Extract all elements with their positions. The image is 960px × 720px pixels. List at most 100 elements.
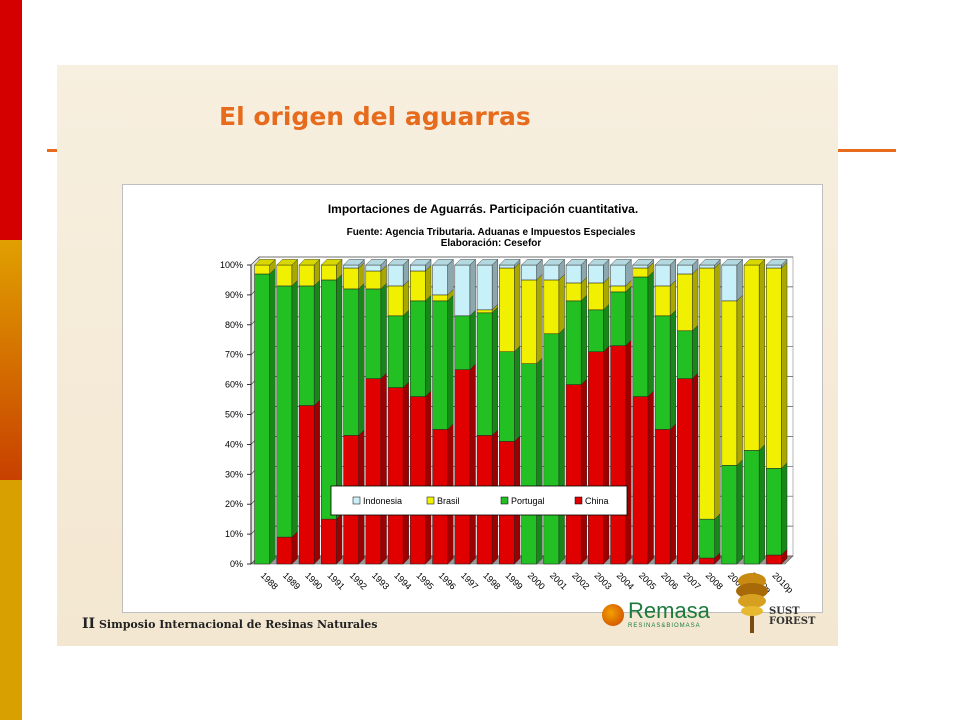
legend-swatch-brasil <box>426 496 435 505</box>
bar-portugal <box>254 273 270 565</box>
bar-top-cap <box>699 259 721 266</box>
bar-portugal <box>298 285 315 406</box>
bar-portugal <box>588 309 604 352</box>
bar-side-portugal <box>692 324 699 380</box>
bar-side-portugal <box>514 345 521 442</box>
bar-indonesia <box>343 264 359 269</box>
bar-indonesia <box>699 264 715 269</box>
bar-portugal <box>365 288 382 379</box>
y-tick-label: 30% <box>225 469 243 479</box>
bar-side-brasil <box>558 273 565 335</box>
bar-brasil <box>365 270 382 290</box>
legend-label-indonesia: Indonesia <box>363 496 402 506</box>
bar-portugal <box>387 315 404 388</box>
bar-side-brasil <box>402 279 409 317</box>
bar-top-cap <box>343 259 365 266</box>
bar-top-cap <box>365 259 388 266</box>
x-tick-label: 2000 <box>526 570 547 591</box>
x-tick-label: 2001 <box>548 570 569 591</box>
bar-brasil <box>565 282 582 302</box>
bar-top-cap <box>454 259 477 266</box>
bar-indonesia <box>387 264 404 287</box>
bar-top-cap <box>743 259 766 266</box>
bar-side-portugal <box>425 294 432 398</box>
bar-side-portugal <box>714 513 721 559</box>
bar-side-portugal <box>736 459 743 565</box>
sust-line2: FOREST <box>769 616 816 627</box>
chart-frame: Importaciones de Aguarrás. Participación… <box>122 184 823 613</box>
bar-side-brasil <box>425 264 432 302</box>
bar-portugal <box>654 315 671 430</box>
x-tick-label: 2004 <box>615 570 636 591</box>
bar-side-portugal <box>647 270 654 398</box>
x-tick-label: 1992 <box>348 570 369 591</box>
bar-portugal <box>721 465 738 565</box>
bar-side-brasil <box>514 261 521 353</box>
bar-side-china <box>625 339 632 565</box>
bar-side-china <box>469 363 476 565</box>
bar-top-cap <box>610 259 632 266</box>
x-tick-label: 2008 <box>704 570 725 591</box>
bar-side-portugal <box>380 282 387 380</box>
bar-portugal <box>276 285 293 538</box>
bar-side-indonesia <box>447 258 454 296</box>
legend-swatch-indonesia <box>352 496 361 505</box>
x-tick-label: 1993 <box>370 570 391 591</box>
chart-subtitle-line1: Fuente: Agencia Tributaria. Aduanas e Im… <box>347 227 636 238</box>
bar-side-brasil <box>692 267 699 332</box>
remasa-logo: Remasa RESINAS&BIOMASA <box>600 598 710 634</box>
bar-portugal <box>543 333 560 565</box>
bar-portugal <box>565 300 582 385</box>
bar-indonesia <box>476 264 493 311</box>
y-tick-label: 10% <box>225 529 243 539</box>
bar-brasil <box>721 300 738 466</box>
bar-side-brasil <box>536 273 543 365</box>
bar-brasil <box>743 264 760 451</box>
chart-subtitle-line2: Elaboración: Cesefor <box>441 238 542 249</box>
bar-side-china <box>313 399 320 565</box>
bar-brasil <box>766 267 782 469</box>
y-tick-label: 90% <box>225 290 243 300</box>
bar-china <box>387 387 404 565</box>
bar-china <box>565 384 582 565</box>
bar-brasil <box>588 282 604 311</box>
bar-side-brasil <box>736 294 743 466</box>
legend-label-portugal: Portugal <box>511 496 545 506</box>
bar-portugal <box>432 300 448 430</box>
bar-indonesia <box>766 264 782 269</box>
footer-text: Simposio Internacional de Resinas Natura… <box>98 618 378 631</box>
bar-portugal <box>410 300 426 397</box>
bar-top-cap <box>276 259 299 266</box>
sustforest-text: SUST FOREST <box>769 607 815 627</box>
bar-china <box>454 369 471 565</box>
bar-indonesia <box>632 264 649 269</box>
x-tick-label: 1990 <box>303 570 324 591</box>
bar-brasil <box>632 267 649 278</box>
title-rule-right <box>838 149 896 152</box>
bar-portugal <box>321 279 337 520</box>
bar-side-china <box>669 423 676 565</box>
bar-indonesia <box>610 264 626 287</box>
x-tick-label: 2007 <box>681 570 702 591</box>
bar-brasil <box>298 264 315 287</box>
bar-side-china <box>603 345 610 565</box>
bar-china <box>654 429 671 565</box>
bar-china <box>298 405 315 565</box>
bar-top-cap <box>409 259 432 266</box>
legend-swatch-china <box>574 496 583 505</box>
bar-top-cap <box>320 259 343 266</box>
bar-brasil <box>521 279 537 364</box>
left-accent-bar-gradient <box>0 240 22 480</box>
y-tick-label: 60% <box>225 380 243 390</box>
bar-portugal <box>677 330 693 379</box>
bar-top-cap <box>387 259 410 266</box>
x-tick-label: 1997 <box>459 570 480 591</box>
bar-indonesia <box>410 264 426 272</box>
bar-brasil <box>276 264 293 287</box>
title-rule-left <box>47 149 59 152</box>
bar-top-cap <box>676 259 699 266</box>
footer-roman: II <box>82 616 96 632</box>
y-tick-label: 0% <box>230 559 243 569</box>
bar-indonesia <box>432 264 448 296</box>
bar-side-portugal <box>580 294 587 386</box>
